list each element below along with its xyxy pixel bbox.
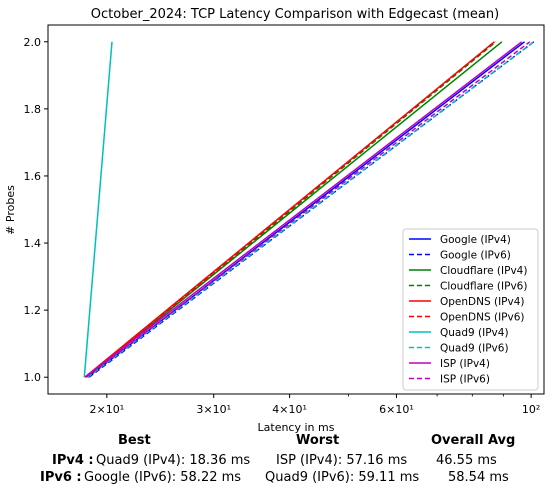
series-line <box>87 41 535 378</box>
y-tick-label: 1.8 <box>24 103 42 116</box>
y-tick-label: 1.2 <box>24 304 42 317</box>
legend-entry: Google (IPv6) <box>440 250 511 262</box>
series-line <box>85 41 503 378</box>
summary-header-overall: Overall Avg <box>431 433 516 448</box>
legend-entry: OpenDNS (IPv4) <box>440 296 525 308</box>
axes-layer: 1.0 1.2 1.4 1.6 1.8 2.0 2×10¹ 3×10¹ 4×10¹ 6×10¹ 10… <box>24 36 541 416</box>
summary-ipv4-row: IPv4 : Quad9 (IPv4): 18.36 ms ISP (IPv4)… <box>0 453 551 471</box>
y-tick-label: 1.0 <box>24 371 42 384</box>
x-tick-label: 3×10¹ <box>196 403 231 416</box>
summary-ipv4-label: IPv4 : <box>52 453 94 468</box>
x-tick-label: 2×10¹ <box>90 403 125 416</box>
legend-entry: Quad9 (IPv4) <box>440 327 509 339</box>
summary-ipv6-overall: 58.54 ms <box>448 470 509 485</box>
legend-entry: OpenDNS (IPv6) <box>440 312 525 324</box>
summary-header-best: Best <box>118 433 151 448</box>
x-tick-label: 4×10¹ <box>272 403 307 416</box>
x-tick-label: 10² <box>522 403 540 416</box>
summary-ipv4-worst: ISP (IPv4): 57.16 ms <box>276 453 408 468</box>
summary-header-row: Best Worst Overall Avg <box>0 433 551 451</box>
summary-ipv4-overall: 46.55 ms <box>436 453 497 468</box>
series-line <box>84 41 523 378</box>
y-axis-label: # Probes <box>4 185 17 235</box>
y-tick-label: 2.0 <box>24 36 42 49</box>
summary-ipv6-worst: Quad9 (IPv6): 59.11 ms <box>265 470 420 485</box>
series-line <box>85 41 495 378</box>
legend-entry: Cloudflare (IPv6) <box>440 281 527 293</box>
legend-entry: Cloudflare (IPv4) <box>440 265 527 277</box>
y-tick-label: 1.4 <box>24 237 42 250</box>
legend-entry: Google (IPv4) <box>440 234 511 246</box>
legend-entry: Quad9 (IPv6) <box>440 343 509 355</box>
summary-ipv6-label: IPv6 : <box>40 470 82 485</box>
summary-ipv6-best: Google (IPv6): 58.22 ms <box>84 470 242 485</box>
series-line <box>85 41 531 378</box>
series-layer <box>83 41 535 378</box>
summary-ipv6-row: IPv6 : Google (IPv6): 58.22 ms Quad9 (IP… <box>0 470 551 488</box>
x-axis-label: Latency in ms <box>258 421 335 434</box>
legend: Google (IPv4) Google (IPv6) Cloudflare (IP… <box>402 228 539 391</box>
chart-title: October_2024: TCP Latency Comparison wit… <box>91 7 499 22</box>
series-line <box>87 41 497 378</box>
legend-entry: ISP (IPv6) <box>440 374 490 386</box>
legend-entry: ISP (IPv4) <box>440 358 490 370</box>
summary-ipv4-best: Quad9 (IPv4): 18.36 ms <box>96 453 251 468</box>
series-line <box>83 41 113 378</box>
x-tick-label: 6×10¹ <box>379 403 414 416</box>
y-tick-label: 1.6 <box>24 170 42 183</box>
summary-header-worst: Worst <box>296 433 340 448</box>
legend-box <box>402 228 539 391</box>
